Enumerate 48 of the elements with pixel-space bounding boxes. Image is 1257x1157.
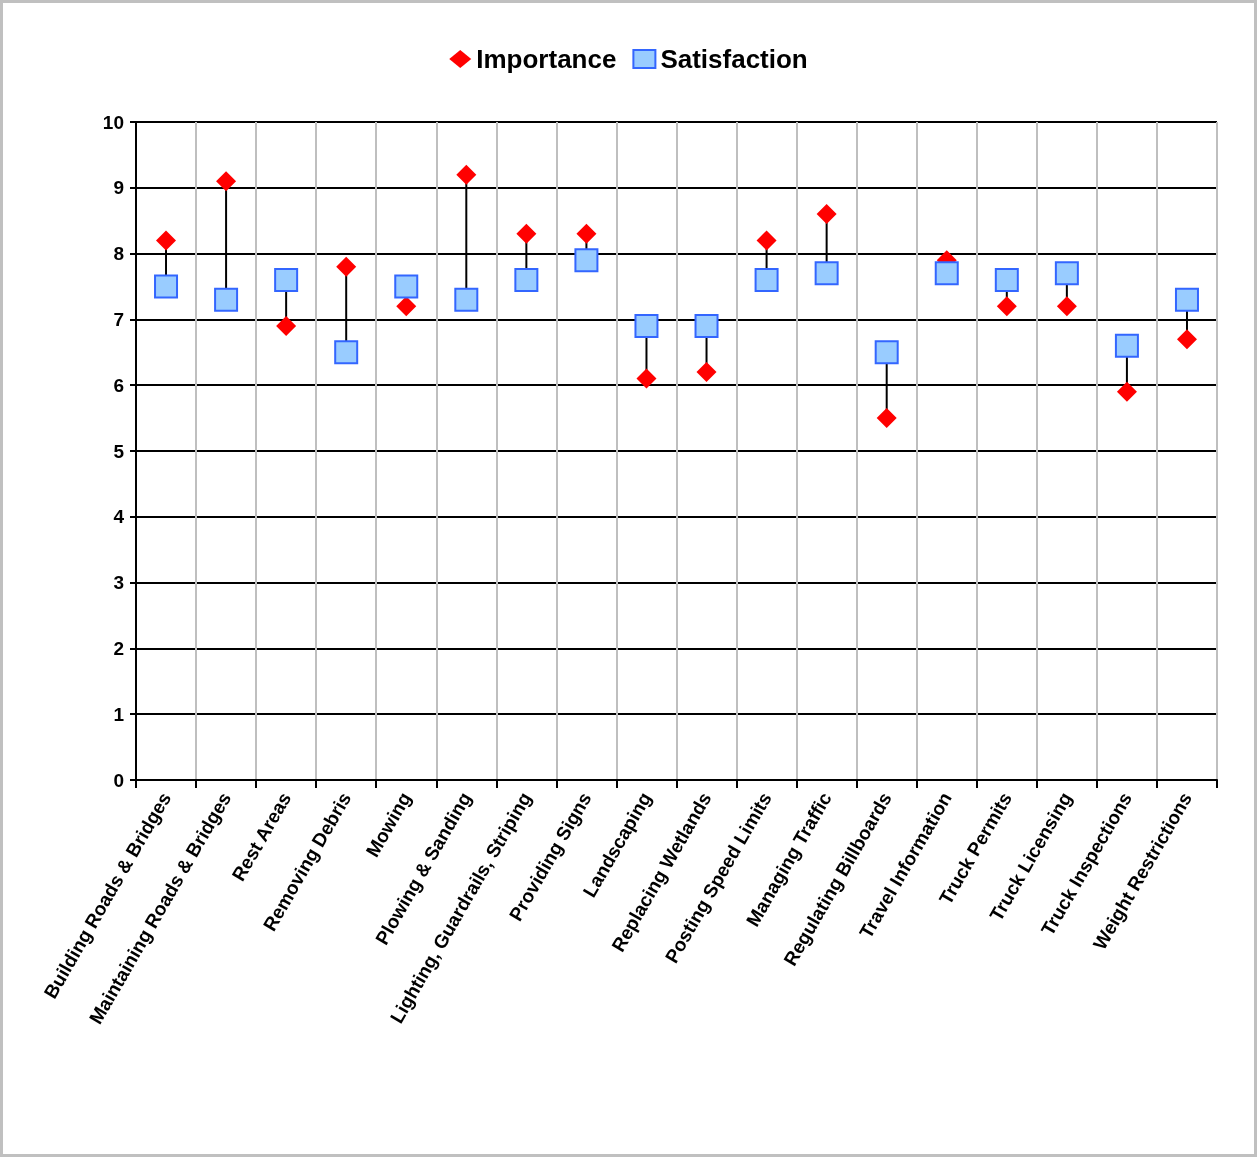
point [814,261,839,286]
y-tick-label: 10 [102,111,124,133]
point [1056,296,1077,317]
point [216,171,237,192]
point [696,362,717,383]
point [636,368,657,389]
point [1114,333,1139,358]
legend-label: Importance [476,44,617,74]
point [574,248,599,273]
point [1054,261,1079,286]
y-tick-label: 4 [113,506,125,528]
y-tick-label: 9 [113,177,124,199]
point [934,261,959,286]
point [336,256,357,277]
point [816,204,837,225]
point [514,267,539,292]
point [214,287,239,312]
y-tick-label: 5 [113,440,125,462]
point [156,230,177,251]
legend-label: Satisfaction [660,44,808,74]
point [576,223,597,244]
point [276,315,297,336]
point [874,340,899,365]
point [634,313,659,338]
point [994,267,1019,292]
point [396,296,417,317]
point [876,408,897,429]
point [756,230,777,251]
point [516,223,537,244]
y-tick-label: 7 [113,308,124,330]
point [996,296,1017,317]
point [274,267,299,292]
point [754,267,779,292]
point [394,274,419,299]
y-tick-label: 2 [113,637,124,659]
point [1174,287,1199,312]
point [454,287,479,312]
y-tick-label: 6 [113,374,124,396]
point [456,164,477,185]
point [1116,381,1137,402]
point [154,274,179,299]
y-tick-label: 1 [113,703,125,725]
point [1176,329,1197,350]
y-tick-label: 3 [113,572,124,594]
point [694,313,719,338]
y-tick-label: 8 [113,243,124,265]
y-tick-label: 0 [113,769,124,791]
point [334,340,359,365]
